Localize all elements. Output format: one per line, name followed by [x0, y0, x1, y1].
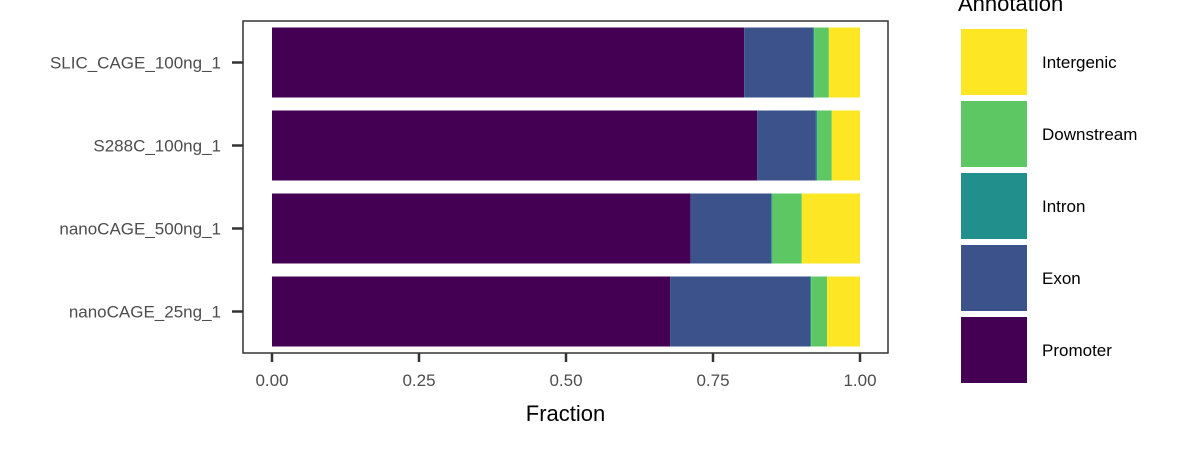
legend-key-intron: [961, 173, 1027, 239]
bar-nanocage-500ng-1-intron: [771, 193, 773, 264]
legend-label-intron: Intron: [1042, 197, 1085, 216]
bars-layer: [272, 27, 860, 347]
bar-s288c-100ng-1-exon: [757, 110, 816, 181]
y-axis: SLIC_CAGE_100ng_1 S288C_100ng_1 nanoCAGE_5…: [50, 54, 243, 322]
bar-nanocage-25ng-1-exon: [670, 276, 811, 347]
x-axis-title: Fraction: [526, 401, 605, 426]
bar-nanocage-500ng-1-intergenic: [801, 193, 860, 264]
legend-title: Annotation: [958, 0, 1063, 16]
x-axis: 0.00 0.25 0.50 0.75 1.00: [255, 353, 877, 390]
x-tick-label: 1.00: [843, 371, 876, 390]
bar-slic-cage-100ng-1-intergenic: [828, 27, 860, 98]
bar-nanocage-25ng-1-downstream: [811, 276, 828, 347]
legend-key-promoter: [961, 317, 1027, 383]
x-tick-label: 0.50: [549, 371, 582, 390]
legend-label-intergenic: Intergenic: [1042, 53, 1117, 72]
bar-s288c-100ng-1-downstream: [817, 110, 832, 181]
legend-label-promoter: Promoter: [1042, 341, 1112, 360]
bar-slic-cage-100ng-1-promoter: [272, 27, 745, 98]
y-tick-label-nanocage-25ng-1: nanoCAGE_25ng_1: [69, 303, 221, 322]
bar-s288c-100ng-1-intron: [815, 110, 818, 181]
bar-nanocage-25ng-1-intergenic: [827, 276, 860, 347]
legend: Annotation Intergenic Downstream Intron Exo…: [958, 0, 1137, 383]
bar-s288c-100ng-1-promoter: [272, 110, 758, 181]
y-tick-label-slic-cage-100ng-1: SLIC_CAGE_100ng_1: [50, 54, 221, 73]
x-tick-label: 0.00: [255, 371, 288, 390]
legend-key-intergenic: [961, 29, 1027, 95]
bar-nanocage-500ng-1-downstream: [772, 193, 802, 264]
bar-s288c-100ng-1-intergenic: [831, 110, 860, 181]
y-tick-label-nanocage-500ng-1: nanoCAGE_500ng_1: [59, 220, 221, 239]
x-tick-label: 0.75: [696, 371, 729, 390]
bar-slic-cage-100ng-1-intron: [812, 27, 815, 98]
legend-label-downstream: Downstream: [1042, 125, 1137, 144]
legend-key-exon: [961, 245, 1027, 311]
bar-nanocage-25ng-1-intron: [810, 276, 812, 347]
bar-nanocage-500ng-1-promoter: [272, 193, 691, 264]
bar-nanocage-25ng-1-promoter: [272, 276, 671, 347]
legend-label-exon: Exon: [1042, 269, 1081, 288]
bar-slic-cage-100ng-1-exon: [744, 27, 813, 98]
x-tick-label: 0.25: [402, 371, 435, 390]
y-tick-label-s288c-100ng-1: S288C_100ng_1: [93, 137, 221, 156]
legend-key-downstream: [961, 101, 1027, 167]
bar-slic-cage-100ng-1-downstream: [814, 27, 829, 98]
bar-nanocage-500ng-1-exon: [690, 193, 772, 264]
